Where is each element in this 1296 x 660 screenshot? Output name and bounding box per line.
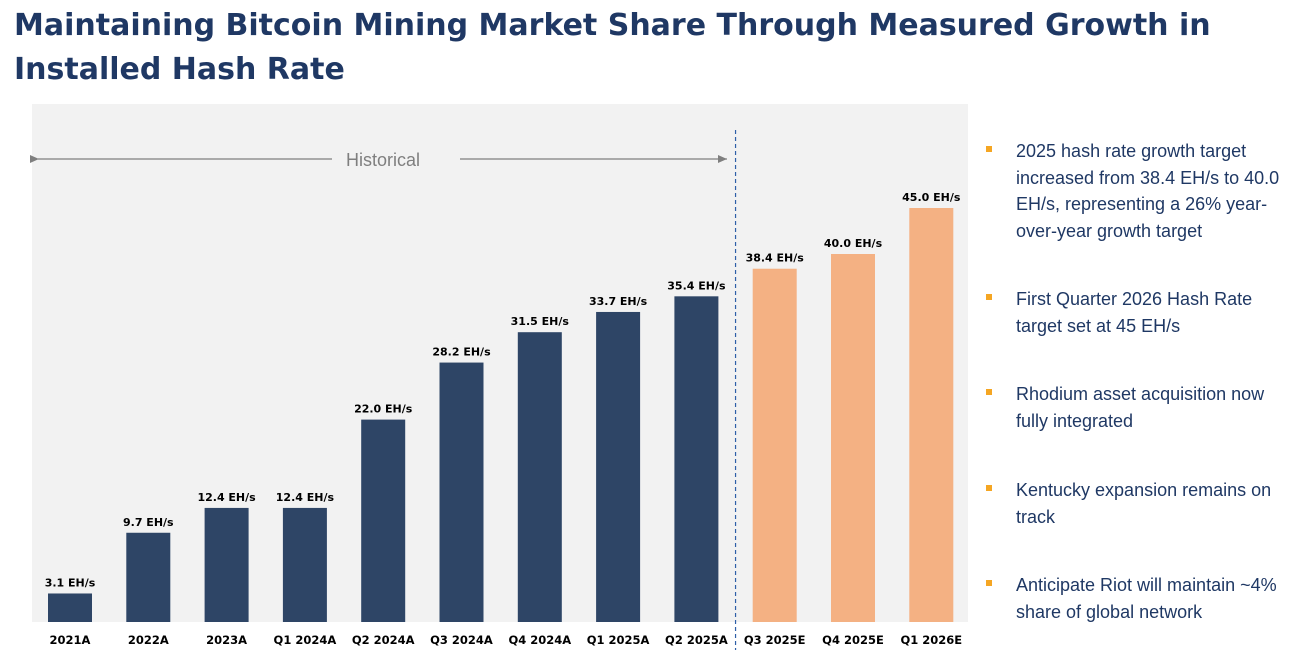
category-label: Q1 2026E [900, 633, 962, 647]
bullet-item: Anticipate Riot will maintain ~4% share … [986, 572, 1292, 625]
bar-2023a [204, 507, 249, 622]
bullet-marker-icon [986, 485, 992, 491]
data-label: 40.0 EH/s [824, 237, 883, 250]
bar-2021a [48, 593, 92, 622]
data-label: 35.4 EH/s [667, 279, 726, 292]
bullet-marker-icon [986, 146, 992, 152]
category-label: Q1 2025A [587, 633, 650, 647]
page-title: Maintaining Bitcoin Mining Market Share … [14, 8, 1211, 87]
category-label: Q1 2024A [274, 633, 337, 647]
category-label: Q3 2024A [430, 633, 493, 647]
category-label: Q2 2025A [665, 633, 728, 647]
historical-annotation: Historical [346, 150, 420, 170]
category-label: Q4 2025E [822, 633, 884, 647]
category-label: 2023A [206, 633, 247, 647]
data-label: 22.0 EH/s [354, 403, 413, 416]
bar-q3-2024a [439, 362, 484, 622]
category-label: 2021A [50, 633, 91, 647]
bullet-text: Anticipate Riot will maintain ~4% share … [1016, 575, 1277, 622]
data-label: 12.4 EH/s [276, 491, 335, 504]
bar-q3-2025e [752, 268, 797, 622]
bar-q2-2025a [674, 296, 719, 622]
category-label: Q4 2024A [508, 633, 571, 647]
bar-q1-2025a [596, 311, 641, 622]
data-label: 45.0 EH/s [902, 191, 961, 204]
bar-q1-2026e [909, 208, 954, 622]
bullet-item: 2025 hash rate growth target increased f… [986, 138, 1292, 244]
bullet-text: First Quarter 2026 Hash Rate target set … [1016, 289, 1253, 336]
bullet-item: Rhodium asset acquisition now fully inte… [986, 381, 1292, 434]
bar-q2-2024a [361, 419, 406, 622]
hash-rate-chart: 3.1 EH/s 2021A 9.7 EH/s 2022A 12.4 EH/s 2023A… [30, 104, 968, 650]
bullet-item: First Quarter 2026 Hash Rate target set … [986, 286, 1292, 339]
bullet-item: Kentucky expansion remains on track [986, 477, 1292, 530]
bar-2022a [126, 532, 171, 622]
bullet-text: 2025 hash rate growth target increased f… [1016, 141, 1280, 241]
bar-q4-2025e [831, 254, 875, 622]
data-label: 12.4 EH/s [197, 491, 256, 504]
data-label: 3.1 EH/s [45, 576, 96, 589]
category-label: 2022A [128, 633, 169, 647]
bullet-marker-icon [986, 389, 992, 395]
bullet-marker-icon [986, 580, 992, 586]
bullet-text: Rhodium asset acquisition now fully inte… [1016, 384, 1265, 431]
category-label: Q3 2025E [744, 633, 806, 647]
data-label: 31.5 EH/s [511, 315, 570, 328]
bar-q4-2024a [517, 332, 562, 622]
hash-rate-bar-chart: 3.1 EH/s 2021A 9.7 EH/s 2022A 12.4 EH/s 2023A… [30, 130, 962, 650]
data-label: 28.2 EH/s [432, 346, 491, 359]
data-label: 38.4 EH/s [746, 252, 805, 265]
bullet-text: Kentucky expansion remains on track [1016, 480, 1272, 527]
bullet-marker-icon [986, 294, 992, 300]
category-label: Q2 2024A [352, 633, 415, 647]
bar-q1-2024a [282, 507, 327, 622]
data-label: 9.7 EH/s [123, 516, 174, 529]
data-label: 33.7 EH/s [589, 295, 648, 308]
